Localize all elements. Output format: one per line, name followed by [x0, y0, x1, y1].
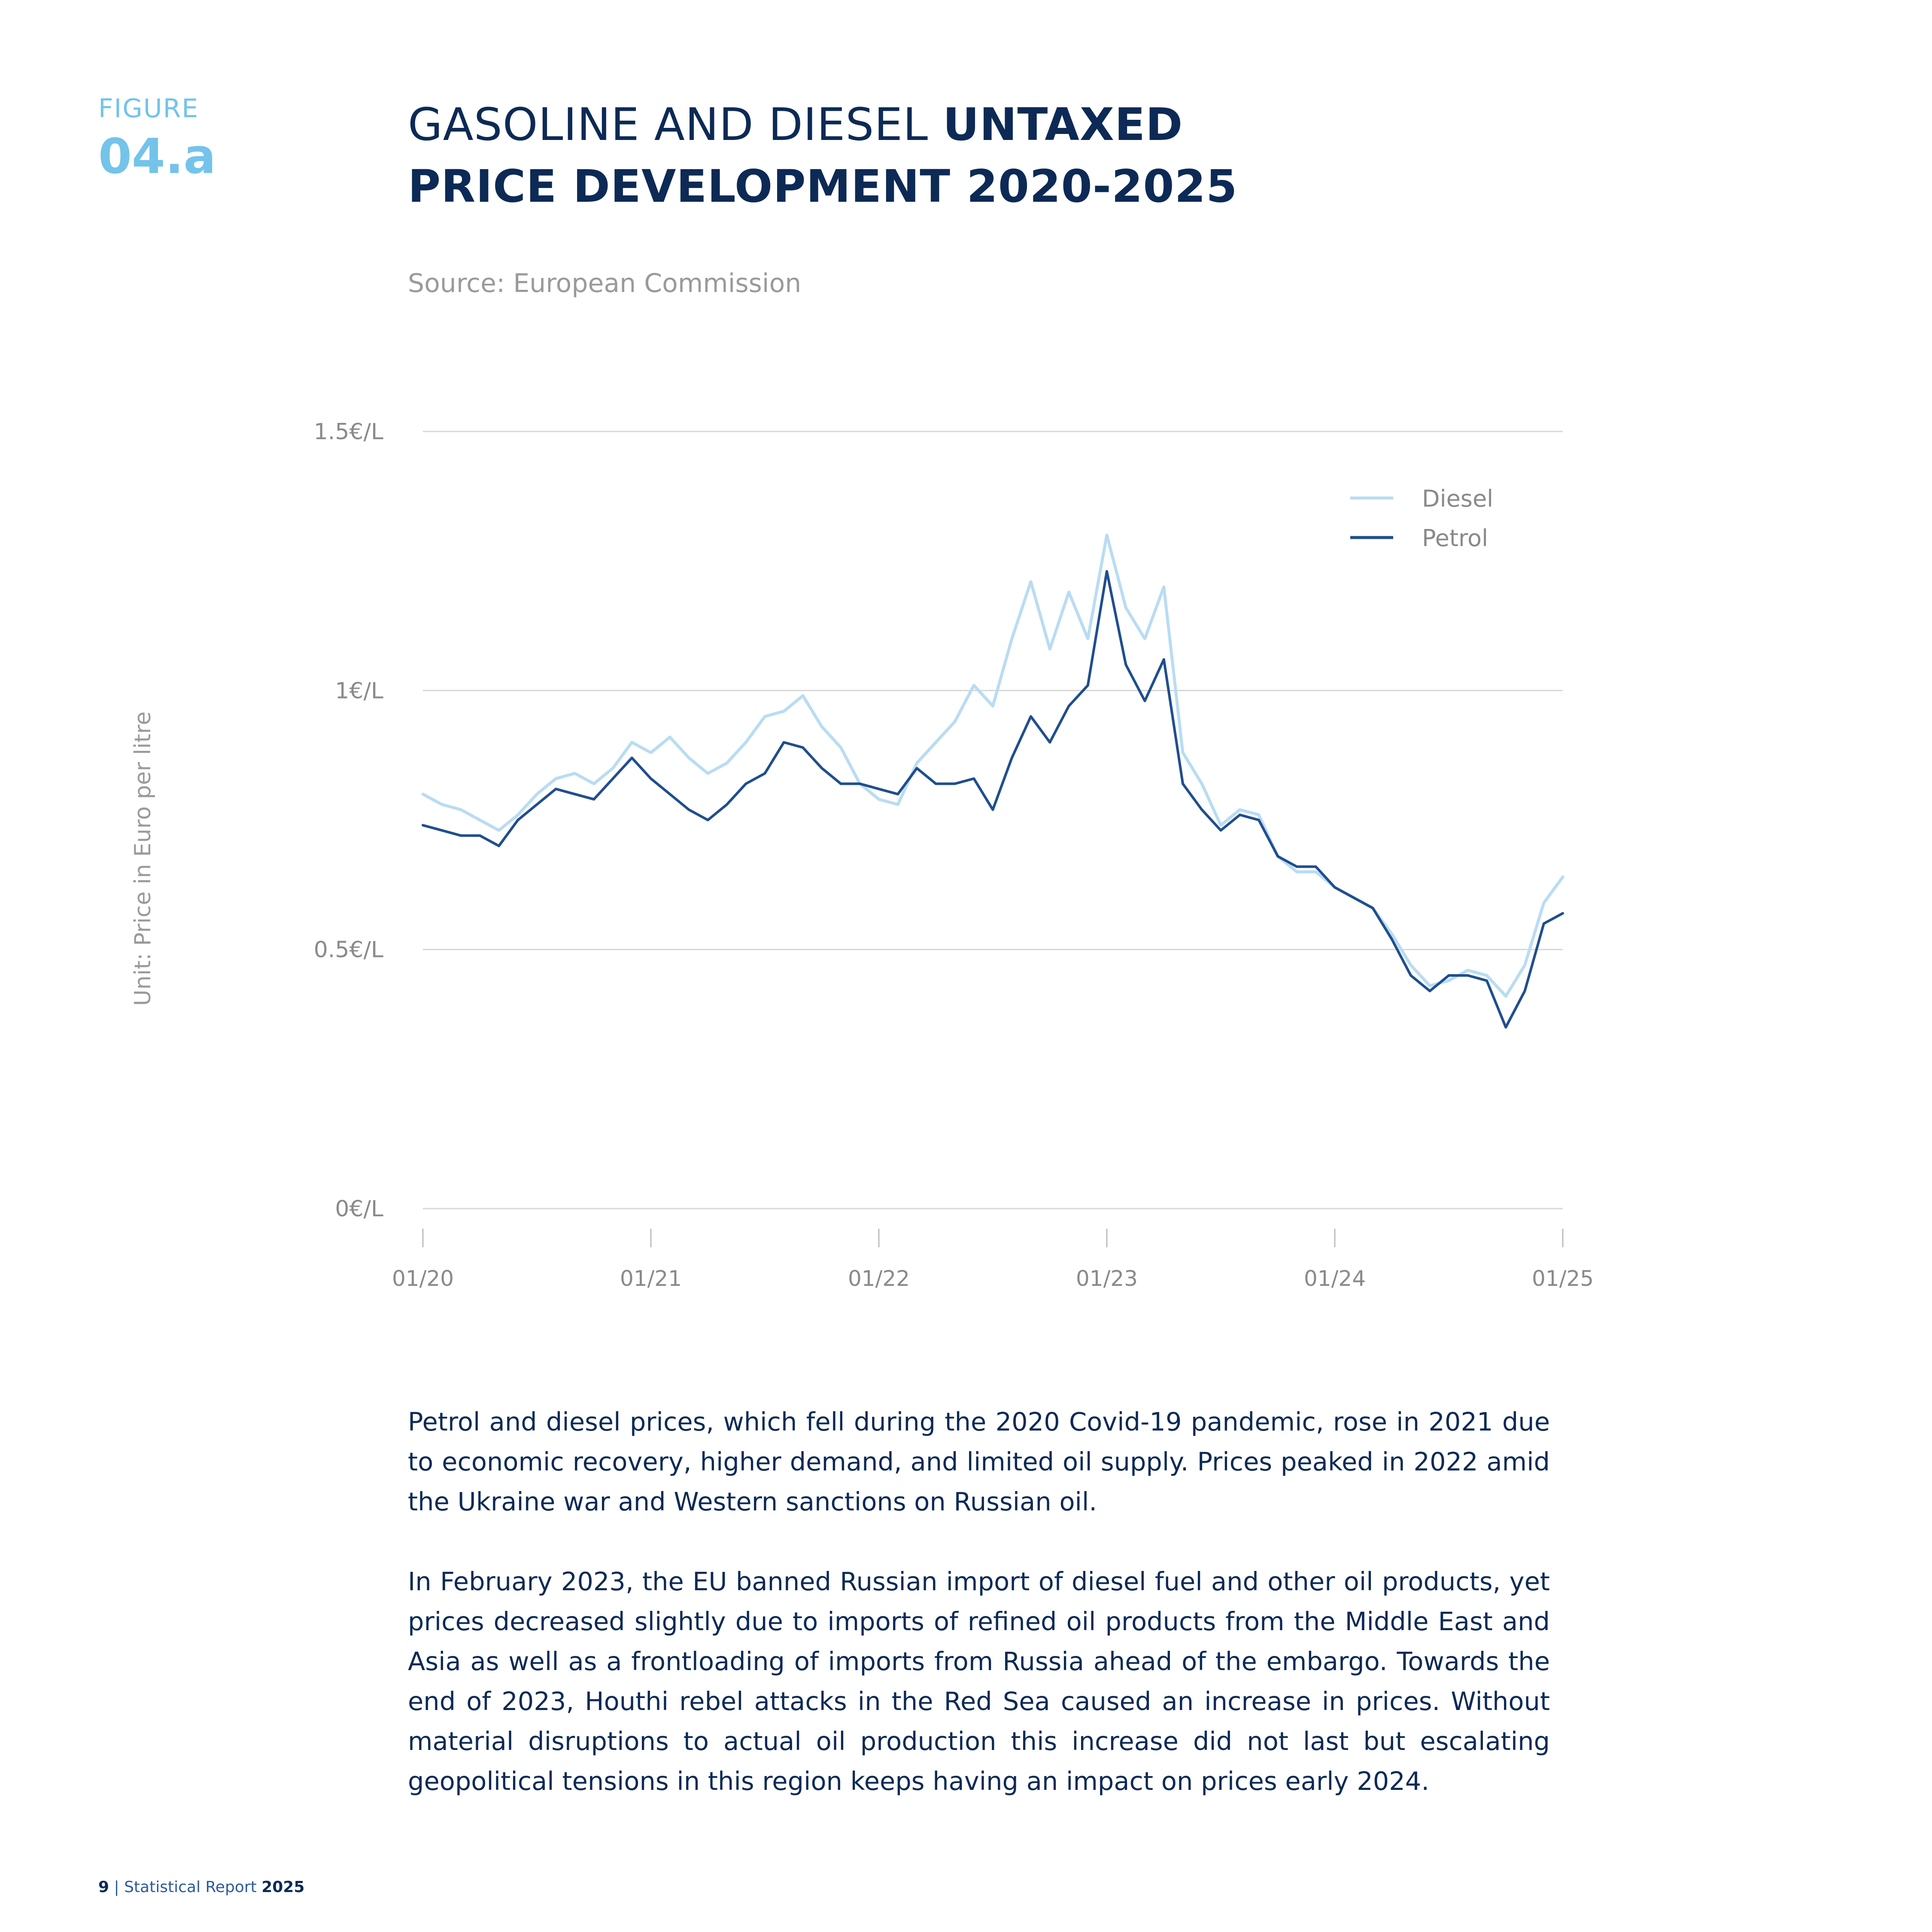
x-tick-label: 01/23 — [1076, 1266, 1138, 1291]
footer: 9 | Statistical Report 2025 — [98, 1878, 304, 1896]
x-tick-label: 01/24 — [1304, 1266, 1366, 1291]
title-part-1: GASOLINE AND DIESEL — [408, 98, 943, 151]
y-tick-layer: 0€/L 0.5€/L 1€/L 1.5€/L — [314, 419, 383, 1222]
y-tick-label: 1€/L — [335, 678, 383, 704]
y-tick-label: 1.5€/L — [314, 419, 383, 445]
source-note: Source: European Commission — [408, 268, 802, 298]
x-tick-label: 01/22 — [848, 1266, 910, 1291]
grid-layer — [423, 431, 1563, 1209]
x-tick-label: 01/21 — [620, 1266, 682, 1291]
figure-number: 04.a — [98, 129, 216, 185]
legend: Diesel Petrol — [1350, 485, 1493, 552]
footer-report-name: Statistical Report — [124, 1878, 262, 1896]
figure-label: FIGURE — [98, 94, 199, 124]
legend-label-petrol: Petrol — [1422, 525, 1488, 552]
footer-separator: | — [109, 1878, 125, 1896]
footer-year: 2025 — [261, 1878, 305, 1896]
x-tick-layer: 01/20 01/21 01/22 01/23 01/24 01/25 — [392, 1229, 1594, 1291]
series-line-diesel — [421, 533, 1564, 998]
legend-label-diesel: Diesel — [1422, 485, 1493, 512]
x-tick-label: 01/25 — [1532, 1266, 1594, 1291]
paragraph-1: Petrol and diesel prices, which fell dur… — [408, 1407, 1550, 1516]
y-tick-label: 0.5€/L — [314, 937, 383, 963]
page-title: GASOLINE AND DIESEL UNTAXED PRICE DEVELO… — [408, 94, 1438, 217]
series-line-petrol — [422, 570, 1564, 1029]
paragraph-2: In February 2023, the EU banned Russian … — [408, 1567, 1550, 1796]
price-line-chart: 0€/L0.5€/L1€/L1.5€/L 01/20 01/21 01/22 01/2… — [130, 419, 1594, 1291]
title-part-2: UNTAXED — [943, 98, 1183, 151]
series-layer — [421, 533, 1564, 1029]
x-tick-label: 01/20 — [392, 1266, 454, 1291]
y-tick-label: 0€/L — [335, 1196, 383, 1222]
footer-page-number: 9 — [98, 1878, 109, 1896]
title-part-3: PRICE DEVELOPMENT 2020-2025 — [408, 160, 1238, 213]
y-axis-label: Unit: Price in Euro per litre — [130, 711, 156, 1006]
